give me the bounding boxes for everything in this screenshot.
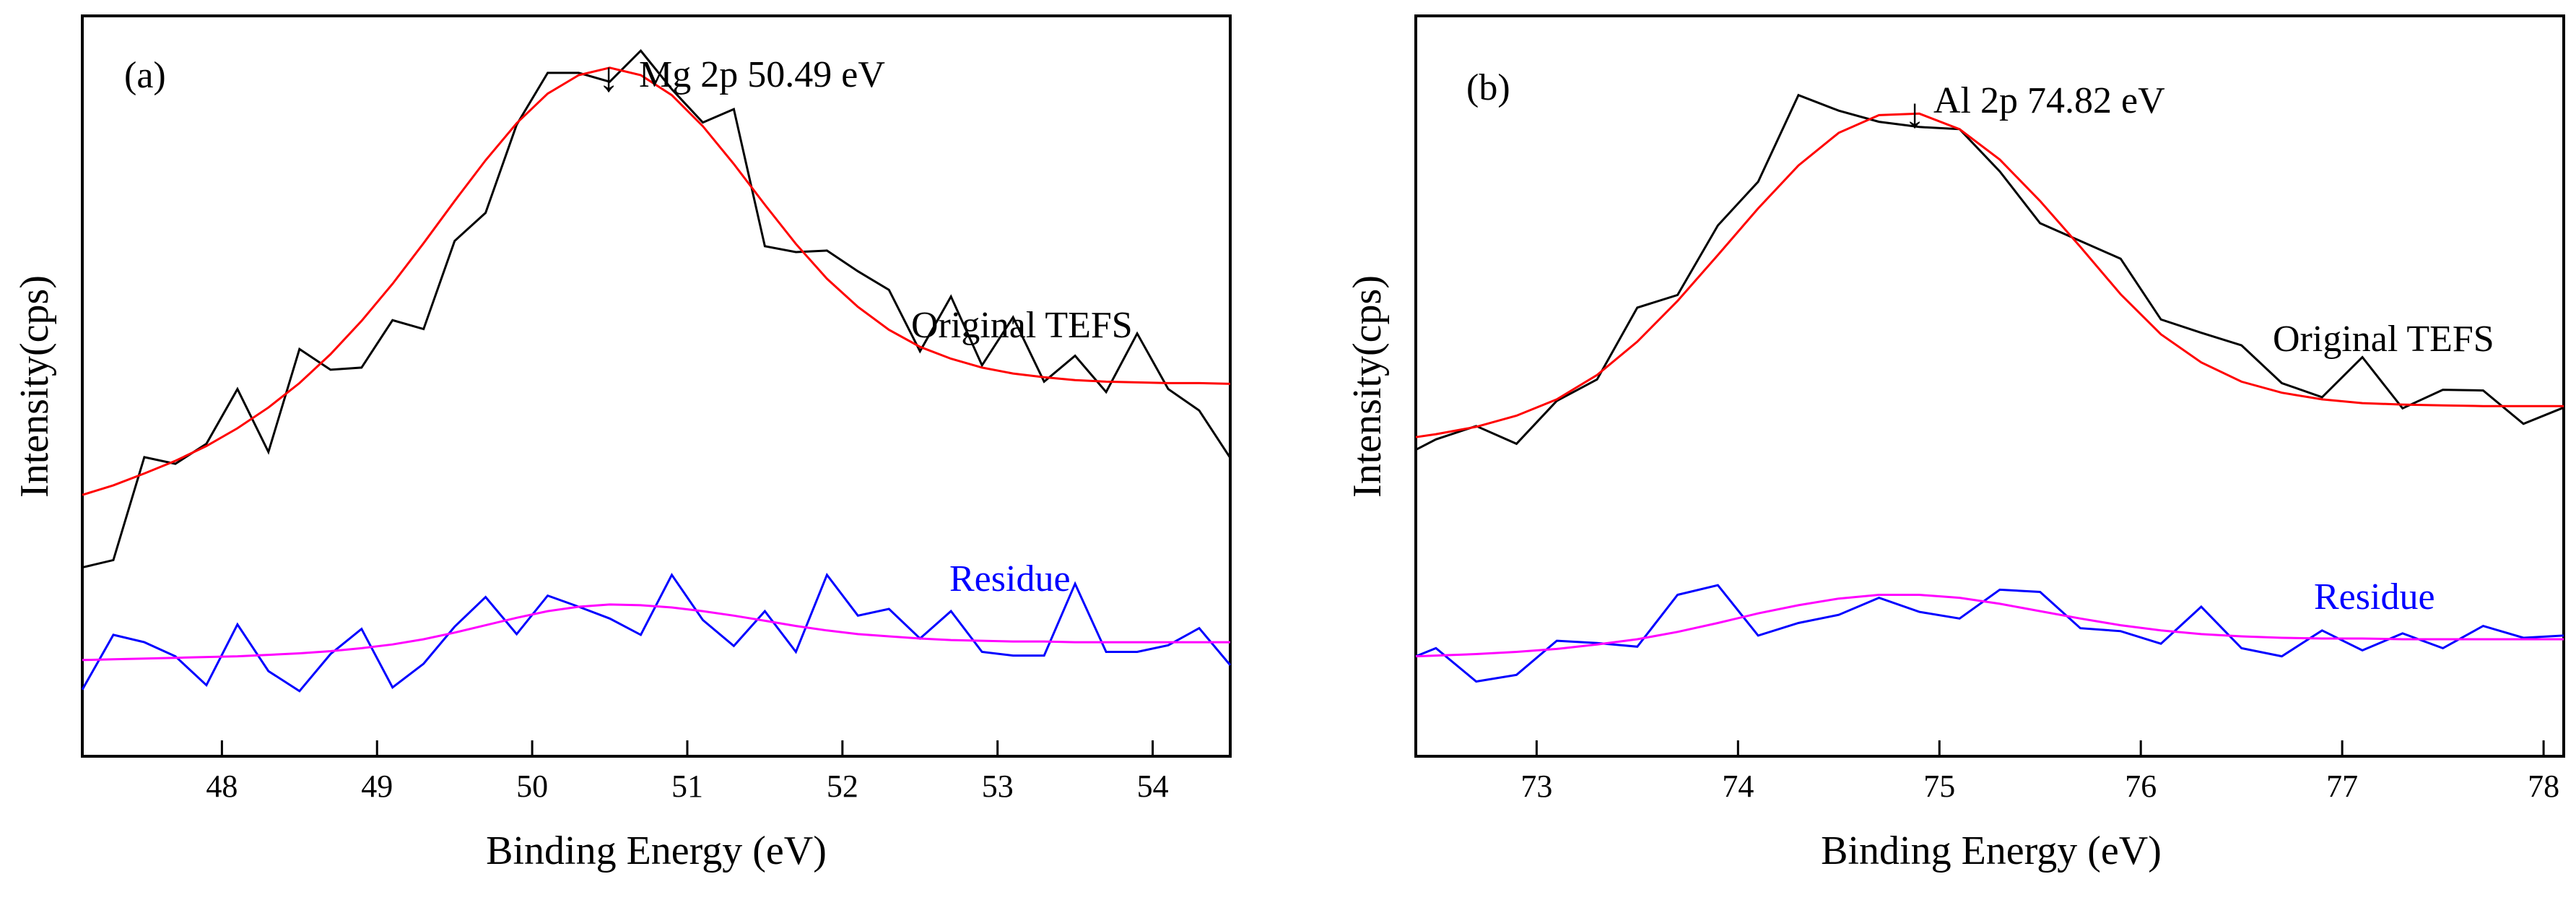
- plot-frame: [1414, 14, 2565, 758]
- x-axis-label: Binding Energy (eV): [1821, 828, 2162, 873]
- x-axis-label: Binding Energy (eV): [486, 828, 827, 873]
- x-tick-label: 78: [2528, 769, 2559, 804]
- y-axis-label: Intensity(cps): [12, 275, 57, 498]
- original-tefs-label: Original TEFS: [911, 305, 1133, 346]
- x-tick-label: 73: [1520, 769, 1552, 804]
- x-tick-layer: 73 74 75 76 77 78: [1520, 740, 2559, 804]
- peak-arrow: ↓: [599, 53, 619, 100]
- series-line-residue-fit: [82, 603, 1230, 662]
- x-tick-label: 77: [2326, 769, 2358, 804]
- series-layer: [81, 48, 1232, 693]
- panel-a: 48 49 50 51 52 53 54 (a) ↓ Mg 2p 50.49 eV Orig…: [12, 14, 1232, 873]
- peak-arrow: ↓: [1905, 90, 1926, 137]
- plot-frame: [81, 14, 1232, 758]
- x-tick-label: 53: [982, 769, 1014, 804]
- series-line-residue: [81, 572, 1232, 693]
- panel-label: (a): [124, 55, 166, 96]
- series-line-original-tefs: [82, 48, 1232, 569]
- x-tick-label: 54: [1137, 769, 1169, 804]
- x-tick-label: 50: [516, 769, 548, 804]
- series-line-original-tefs: [1415, 93, 2564, 451]
- panel-b: 73 74 75 76 77 78 (b) ↓ Al 2p 74.82 eV Origin…: [1345, 14, 2565, 873]
- x-tick-layer: 48 49 50 51 52 53 54: [206, 740, 1169, 804]
- x-tick-label: 75: [1923, 769, 1955, 804]
- series-line-residue-fit: [1415, 594, 2564, 658]
- x-tick-label: 51: [671, 769, 703, 804]
- x-tick-label: 76: [2125, 769, 2157, 804]
- peak-annotation: Al 2p 74.82 eV: [1933, 80, 2165, 121]
- panel-label: (b): [1466, 67, 1510, 108]
- series-line-residue: [1415, 584, 2564, 683]
- peak-annotation: Mg 2p 50.49 eV: [639, 54, 885, 95]
- x-tick-label: 49: [361, 769, 393, 804]
- x-tick-label: 52: [827, 769, 858, 804]
- series-layer: [1415, 93, 2564, 683]
- y-axis-label: Intensity(cps): [1345, 275, 1390, 498]
- series-line-fit: [82, 66, 1231, 496]
- residue-label: Residue: [2314, 576, 2435, 618]
- x-tick-label: 74: [1722, 769, 1754, 804]
- original-tefs-label: Original TEFS: [2273, 319, 2494, 360]
- x-tick-label: 48: [206, 769, 238, 804]
- series-line-fit: [1415, 112, 2564, 438]
- residue-label: Residue: [949, 558, 1071, 600]
